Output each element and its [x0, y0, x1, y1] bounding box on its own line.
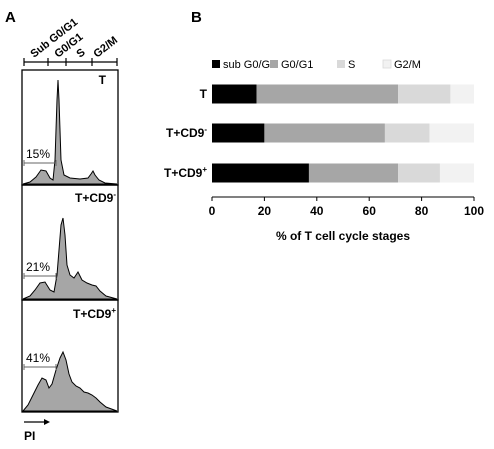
bar-segment	[450, 84, 474, 104]
bar-segment	[308, 163, 399, 183]
category-label: T	[200, 87, 208, 101]
bar-segment	[439, 163, 474, 183]
x-axis: 0 20 40 60 80 100	[209, 196, 484, 218]
bar-segment	[212, 163, 309, 183]
histogram-label: T+CD9+	[73, 306, 116, 321]
pi-axis-label: PI	[24, 429, 35, 443]
pi-arrow-icon	[44, 419, 50, 425]
histogram-percent: 21%	[26, 260, 50, 274]
bars	[212, 84, 474, 183]
legend-swatch	[382, 59, 392, 69]
histogram-curve	[22, 217, 118, 300]
legend-label: sub G0/G1	[223, 59, 276, 71]
panel-b-letter: B	[191, 9, 202, 26]
header-label-s: S	[74, 46, 87, 60]
x-tick-label: 0	[209, 204, 216, 218]
legend-swatch	[337, 60, 345, 68]
category-label: T+CD9+	[164, 165, 207, 180]
bar-segment	[384, 123, 430, 143]
x-tick-label: 80	[415, 204, 429, 218]
x-axis-label: % of T cell cycle stages	[276, 229, 410, 243]
bar-segment	[212, 123, 265, 143]
bar-segment	[398, 84, 451, 104]
histogram-curve	[21, 350, 118, 412]
histogram-label: T+CD9-	[75, 190, 116, 205]
x-tick-label: 60	[363, 204, 377, 218]
x-tick-label: 100	[464, 204, 484, 218]
legend-swatch	[270, 60, 278, 68]
histogram-t-cd9-neg: T+CD9- 21%	[21, 184, 119, 301]
legend: sub G0/G1 G0/G1 S G2/M	[212, 59, 421, 71]
histogram-t-cd9-pos: T+CD9+ 41%	[21, 299, 119, 413]
category-labels: T T+CD9- T+CD9+	[164, 87, 208, 180]
pi-axis: PI	[24, 419, 50, 443]
bar-segment	[264, 123, 385, 143]
panel-a-letter: A	[5, 9, 16, 26]
category-label: T+CD9-	[166, 125, 207, 140]
legend-swatch	[212, 60, 220, 68]
x-tick-label: 20	[258, 204, 272, 218]
header-label-g2m: G2/M	[91, 34, 120, 60]
legend-label: G2/M	[394, 59, 421, 71]
histogram-curve	[22, 79, 118, 185]
histogram-label: T	[99, 73, 107, 87]
histogram-percent: 15%	[26, 147, 50, 161]
legend-label: G0/G1	[281, 59, 313, 71]
histogram-frame	[21, 69, 119, 186]
x-tick-label: 40	[310, 204, 324, 218]
histogram-frame	[21, 299, 119, 413]
histogram-t: T 15%	[21, 69, 119, 186]
bar-segment	[256, 84, 399, 104]
legend-label: S	[348, 59, 355, 71]
bar-segment	[212, 84, 257, 104]
panel-a-header: Sub G0/G1 G0/G1 S G2/M	[23, 16, 120, 66]
bar-segment	[398, 163, 440, 183]
histogram-percent: 41%	[26, 351, 50, 365]
bar-segment	[429, 123, 474, 143]
